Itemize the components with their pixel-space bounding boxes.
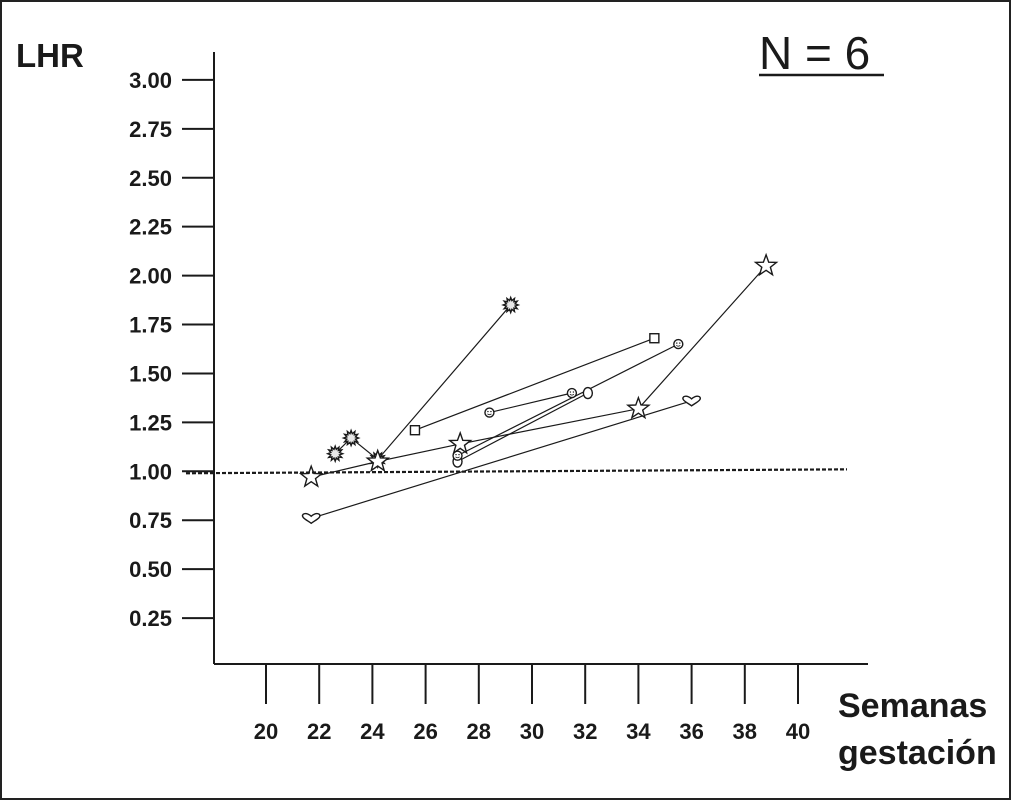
series-lines	[311, 265, 767, 519]
smiley-marker	[452, 450, 463, 461]
x-tick-label: 22	[307, 719, 331, 744]
axes: 0.25 0.50 0.75 1.00 1.25 1.50 1.75 2.00 2.25 2.50…	[129, 52, 868, 744]
square-marker	[649, 333, 660, 344]
x-tick-label: 24	[360, 719, 385, 744]
x-tick-label: 34	[626, 719, 651, 744]
series-line-3	[489, 392, 573, 414]
y-tick-label: 0.50	[129, 557, 172, 582]
smiley-eye	[490, 410, 492, 413]
star-marker	[753, 252, 779, 277]
y-tick-label: 2.00	[129, 264, 172, 289]
y-tick-label: 1.00	[129, 459, 172, 484]
y-tick-label: 0.75	[129, 508, 172, 533]
star-marker	[365, 448, 391, 473]
burst-marker	[325, 444, 345, 464]
star-marker	[298, 464, 324, 488]
smiley-eye	[679, 342, 681, 344]
smiley-mouth	[455, 456, 460, 459]
smiley-mouth	[569, 393, 575, 396]
smiley-eye	[455, 453, 457, 456]
heart-marker	[682, 395, 701, 407]
smiley-face	[484, 407, 495, 418]
series-line-6	[311, 265, 767, 478]
smiley-mouth	[676, 344, 681, 347]
y-tick-label: 1.75	[129, 313, 172, 338]
chart-title: N = 6	[759, 27, 870, 79]
smiley-eye	[572, 391, 575, 393]
smiley-face	[452, 450, 463, 461]
y-tick-label: 1.25	[129, 410, 172, 435]
x-tick-label: 20	[254, 719, 278, 744]
square-marker	[409, 425, 421, 436]
series-markers	[298, 252, 779, 525]
smiley-eye	[569, 391, 572, 393]
smiley-eye	[487, 410, 489, 413]
y-tick-label: 0.25	[129, 606, 172, 631]
smiley-face	[566, 387, 578, 399]
y-tick-label: 2.75	[129, 117, 172, 142]
x-tick-label: 26	[413, 719, 437, 744]
smiley-marker	[673, 338, 684, 350]
series-line-4	[457, 392, 589, 463]
smiley-marker	[484, 407, 495, 418]
x-axis-title-line1: Semanas	[838, 687, 987, 725]
y-tick-label: 3.00	[129, 68, 172, 93]
smiley-eye	[458, 453, 460, 456]
y-tick-label: 2.50	[129, 166, 172, 191]
x-tick-label: 32	[573, 719, 597, 744]
star-marker	[625, 395, 651, 420]
burst-marker	[341, 428, 361, 448]
smiley-eye	[676, 342, 678, 344]
y-tick-label: 1.50	[129, 361, 172, 386]
series-line-2	[414, 337, 655, 431]
y-tick-label: 2.25	[129, 215, 172, 240]
x-tick-label: 36	[679, 719, 703, 744]
reference-line	[185, 468, 848, 475]
smiley-marker	[566, 387, 578, 399]
x-tick-label: 28	[467, 719, 491, 744]
series-line-1	[334, 304, 512, 461]
smiley-face	[673, 338, 684, 350]
x-axis-title-line2: gestación	[838, 734, 997, 772]
x-tick-label: 30	[520, 719, 544, 744]
x-tick-label: 38	[733, 719, 757, 744]
y-axis-title: LHR	[16, 37, 84, 74]
heart-marker	[301, 512, 321, 525]
smiley-mouth	[487, 413, 492, 416]
burst-marker	[501, 295, 521, 315]
circle-marker	[582, 386, 594, 400]
x-tick-label: 40	[786, 719, 810, 744]
star-marker	[447, 430, 473, 455]
series-line-7	[311, 400, 692, 519]
